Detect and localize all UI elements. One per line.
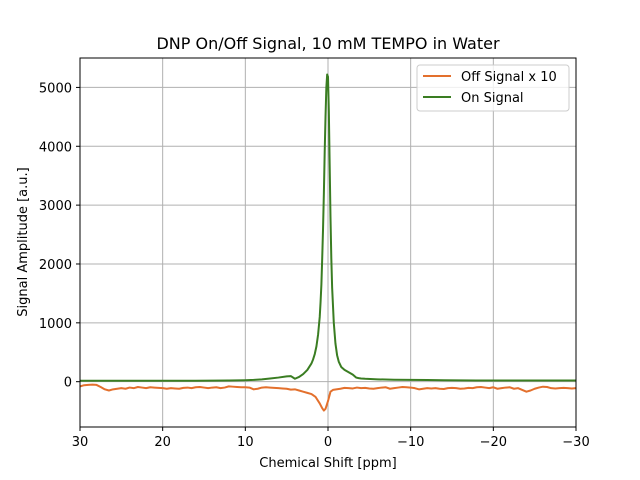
y-tick-label: 2000 bbox=[39, 258, 72, 273]
x-tick-label: −20 bbox=[480, 435, 507, 450]
y-tick-label: 1000 bbox=[39, 317, 72, 332]
legend-label-on: On Signal bbox=[461, 91, 524, 106]
y-tick-label: 0 bbox=[64, 376, 72, 391]
x-tick-label: 30 bbox=[72, 435, 89, 450]
y-tick-label: 4000 bbox=[39, 140, 72, 155]
x-tick-label: 20 bbox=[154, 435, 171, 450]
x-axis-label: Chemical Shift [ppm] bbox=[259, 456, 396, 471]
x-tick-label: −30 bbox=[562, 435, 589, 450]
legend-box bbox=[416, 64, 570, 112]
x-tick-label: −10 bbox=[397, 435, 424, 450]
x-axis: 30 20 10 0 −10 −20 −30 bbox=[72, 427, 590, 450]
legend: Off Signal x 10 On Signal bbox=[416, 64, 570, 112]
y-axis-label: Signal Amplitude [a.u.] bbox=[16, 167, 31, 316]
x-tick-label: 10 bbox=[237, 435, 254, 450]
series-line-off-signal bbox=[80, 383, 576, 412]
chart-title: DNP On/Off Signal, 10 mM TEMPO in Water bbox=[156, 34, 500, 53]
x-tick-label: 0 bbox=[324, 435, 332, 450]
y-tick-label: 5000 bbox=[39, 81, 72, 96]
series-line-on-signal bbox=[80, 73, 576, 382]
legend-label-off: Off Signal x 10 bbox=[461, 70, 557, 85]
plot-area bbox=[80, 73, 576, 412]
y-tick-label: 3000 bbox=[39, 199, 72, 214]
y-axis: 0 1000 2000 3000 4000 5000 bbox=[39, 81, 80, 391]
